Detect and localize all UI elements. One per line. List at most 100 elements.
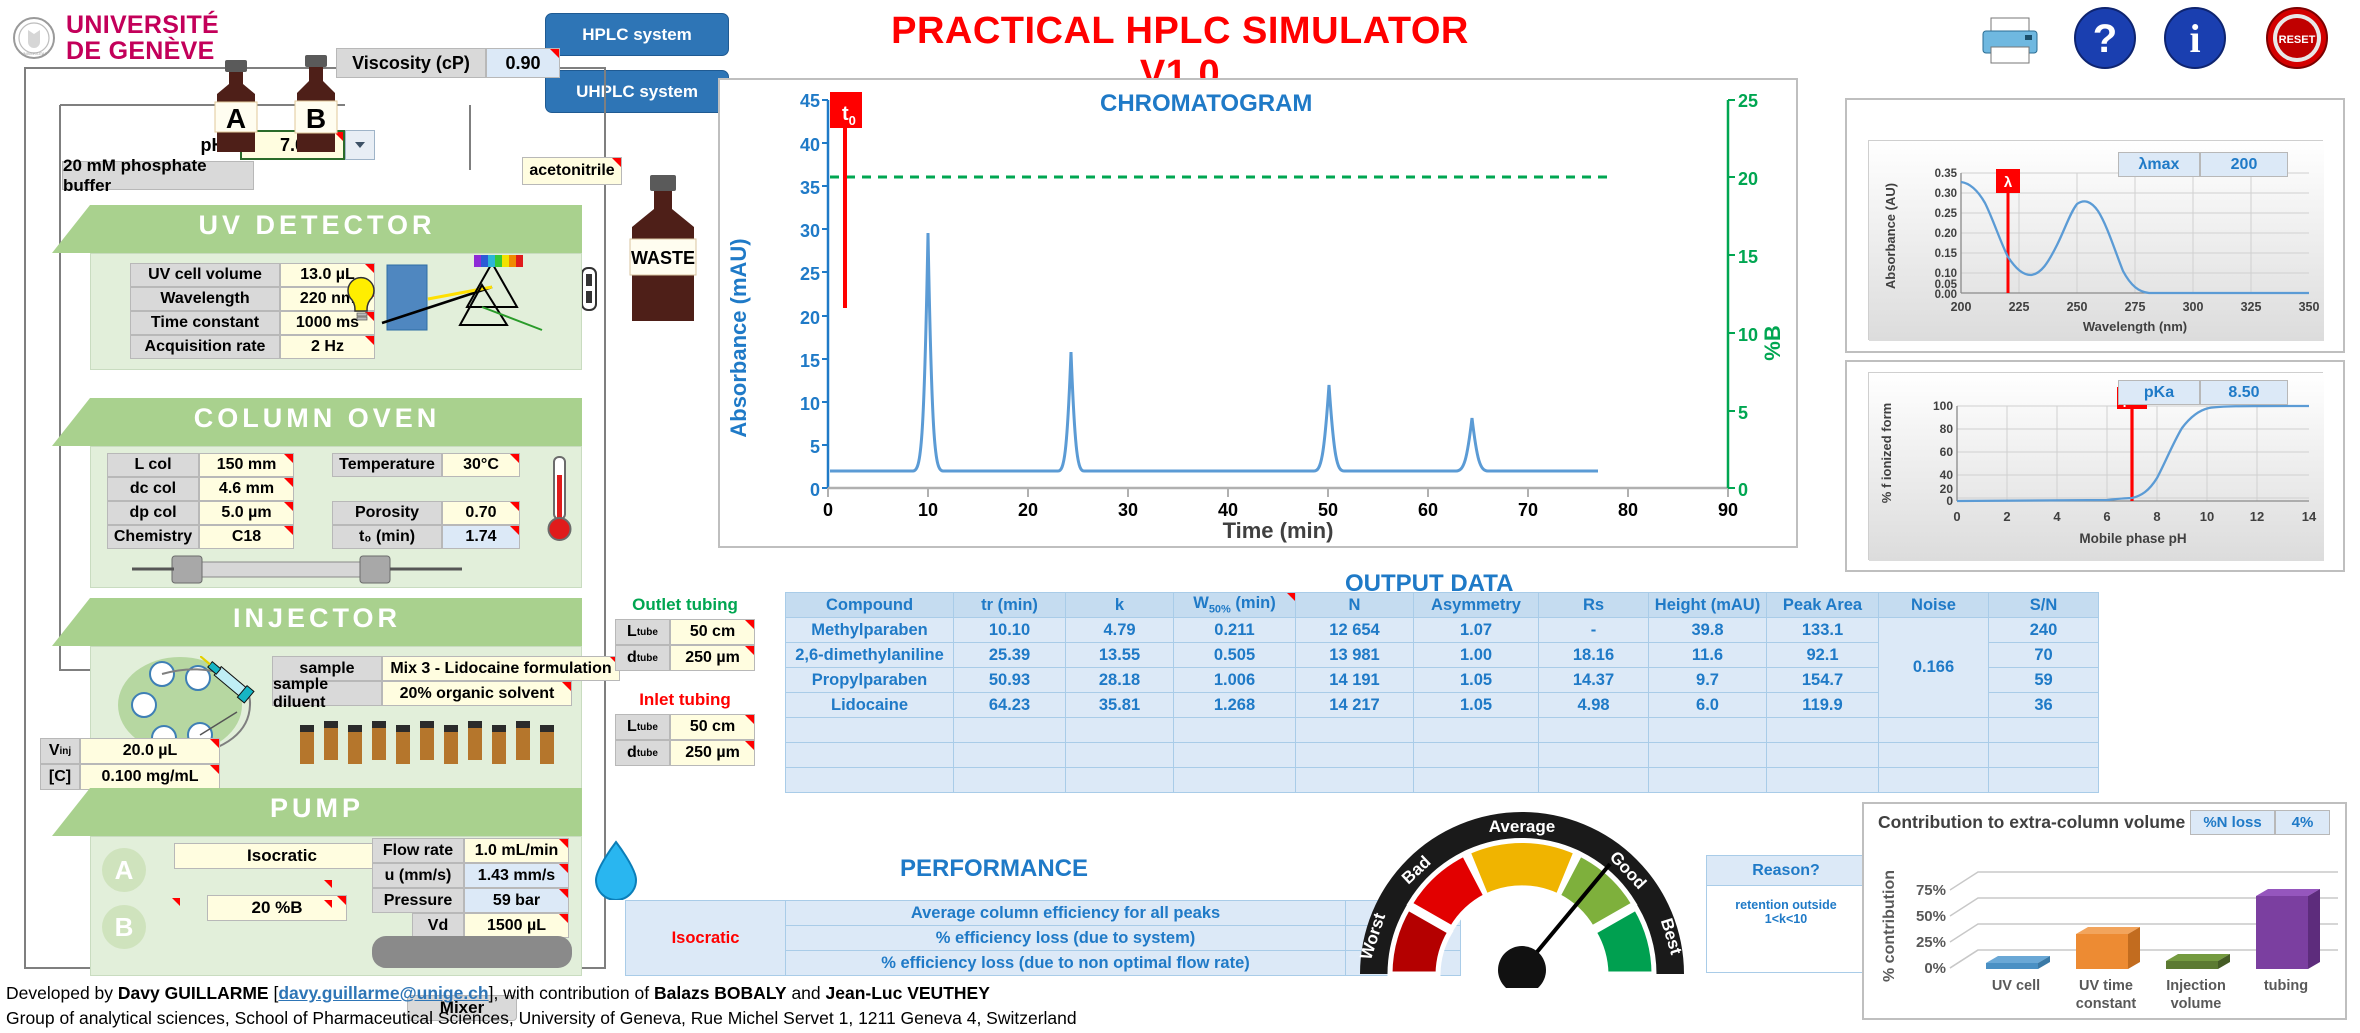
svg-text:0.25: 0.25 [1935,208,1958,220]
pump-marker-1 [170,898,180,908]
col-asymmetry: Asymmetry [1413,592,1539,618]
col-peak-area: Peak Area [1766,592,1879,618]
dccol-value[interactable]: 4.6 mm [199,477,294,501]
cell-rs: - [1538,617,1649,643]
chromatogram-xlabel: Time (min) [1223,518,1334,543]
svg-text:0%: 0% [1924,960,1946,977]
svg-text:25: 25 [1738,91,1758,111]
svg-text:0.15: 0.15 [1935,248,1958,260]
t0-marker-badge [830,92,862,128]
col-rs: Rs [1538,592,1649,618]
table-row-empty [785,767,2099,793]
svg-text:4: 4 [2053,509,2061,524]
reason-panel: Reason? retention outside 1<k<10 [1706,855,1866,973]
t0-label: t₀ (min) [332,525,442,549]
water-drop-icon [594,840,638,900]
svg-text:14: 14 [2302,509,2317,524]
help-button[interactable]: ? [2073,6,2137,70]
cell-n: 13 981 [1295,642,1414,668]
svg-text:0: 0 [810,480,820,500]
vial-tray [300,721,554,764]
pump-mode-value[interactable]: Isocratic [174,843,390,869]
reason-title: Reason? [1707,856,1865,886]
acquisition-rate-value[interactable]: 2 Hz [280,335,375,359]
inlet-ltube-value[interactable]: 50 cm [670,714,755,740]
cell-asym: 1.00 [1413,642,1539,668]
pressure-value: 59 bar [464,888,569,913]
uhplc-system-button[interactable]: UHPLC system [545,70,729,113]
outlet-ltube-value[interactable]: 50 cm [670,619,755,645]
footer-email-link[interactable]: davy.guillarme@unige.ch [278,983,489,1003]
bottle-b[interactable]: B [287,55,345,160]
footer-pre: Developed by [6,983,118,1003]
print-button[interactable] [1977,14,2043,66]
waste-label: WASTE [631,248,695,268]
cell-w50: 1.006 [1173,667,1296,693]
solvent-b-value[interactable]: acetonitrile [522,157,622,185]
svg-text:10: 10 [800,394,820,414]
svg-text:70: 70 [1518,500,1538,520]
svg-text:10: 10 [2200,509,2214,524]
injector-title: INJECTOR [232,603,402,633]
svg-text:B: B [306,103,326,134]
svg-text:90: 90 [1718,500,1738,520]
extra-column-chart: 75% 50% 25% 0% % contribution UV cell UV ti… [1868,838,2343,1018]
svg-text:275: 275 [2125,300,2146,314]
cell-tr: 10.10 [953,617,1066,643]
concentration-value[interactable]: 0.100 mg/mL [80,764,220,790]
inlet-dtube-value[interactable]: 250 µm [670,740,755,766]
optics-illustration [347,255,543,331]
cell-height: 6.0 [1648,692,1767,718]
dccol-label: dc col [107,477,199,501]
svg-text:60: 60 [1940,445,1954,459]
svg-text:350: 350 [2299,300,2320,314]
svg-text:UNIVERSITAS: UNIVERSITAS [21,51,48,56]
cell-sn: 240 [1988,617,2099,643]
footer-and: and [786,983,826,1003]
uv-cell-volume-label: UV cell volume [130,263,280,287]
temperature-value[interactable]: 30°C [442,453,520,477]
pump-marker-2 [322,880,332,890]
dwell-volume-value[interactable]: 1500 µL [464,913,569,938]
outlet-dtube-value[interactable]: 250 µm [670,645,755,671]
pressure-label: Pressure [372,888,464,913]
porosity-value[interactable]: 0.70 [442,501,520,525]
channel-b-indicator: B [100,903,148,956]
footer-contributor-1: Balazs BOBALY [653,983,787,1003]
sample-value[interactable]: Mix 3 - Lidocaine formulation [382,656,620,681]
svg-text:40: 40 [1218,500,1238,520]
bar-label-uv-cell: UV cell [1992,978,2040,994]
cell-height: 39.8 [1648,617,1767,643]
chemistry-value[interactable]: C18 [199,525,294,549]
svg-text:50: 50 [1318,500,1338,520]
sample-diluent-value[interactable]: 20% organic solvent [382,681,572,706]
ionization-xlabel: Mobile phase pH [2079,531,2186,546]
chevron-down-icon[interactable] [345,130,375,160]
vinj-value[interactable]: 20.0 µL [80,738,220,764]
sensor-icon [575,265,603,320]
hplc-system-button[interactable]: HPLC system [545,13,729,56]
table-row-empty [785,717,2099,743]
chemistry-label: Chemistry [107,525,199,549]
dpcol-value[interactable]: 5.0 µm [199,501,294,525]
reset-button[interactable]: RESET [2265,6,2329,70]
footer-mid2: ], with contribution of [488,983,654,1003]
pka-value: 8.50 [2200,380,2288,405]
cell-compound: Lidocaine [785,692,954,718]
linear-velocity-value: 1.43 mm/s [464,863,569,888]
cell-asym: 1.05 [1413,692,1539,718]
extra-column-title: Contribution to extra-column volume [1878,812,2186,832]
performance-row: Isocratic Average column efficiency for … [625,900,1461,976]
lcol-value[interactable]: 150 mm [199,453,294,477]
brand-line2: DE GENÈVE [66,37,215,65]
percent-b-value[interactable]: 20 %B [207,895,347,921]
performance-label-1: % efficiency loss (due to system) [785,925,1346,951]
lambda-max-label: λmax [2118,152,2200,177]
flow-rate-value[interactable]: 1.0 mL/min [464,838,569,863]
performance-mode: Isocratic [625,900,786,976]
info-button[interactable]: i [2163,6,2227,70]
bottle-a[interactable]: A [207,60,265,160]
footer-mid: [ [268,983,279,1003]
